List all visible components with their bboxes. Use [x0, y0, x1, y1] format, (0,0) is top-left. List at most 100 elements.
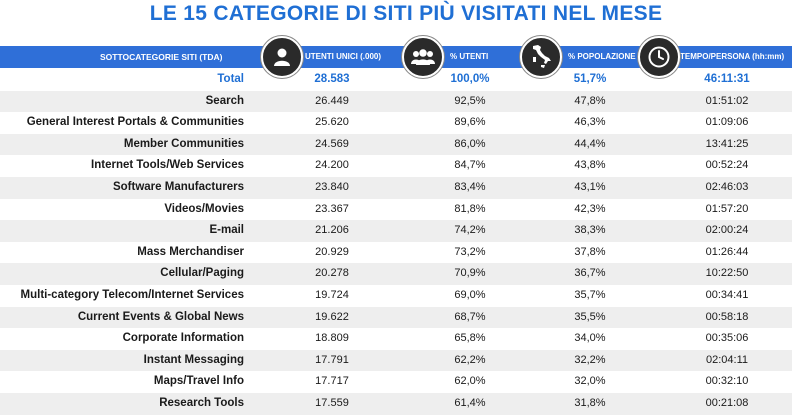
table-row: General Interest Portals & Communities 25…	[0, 112, 792, 134]
table-row: Current Events & Global News 19.622 68,7% 3…	[0, 306, 792, 329]
row-time-per-person: 00:58:18	[705, 310, 749, 323]
header-percent-users: % UTENTI	[450, 52, 489, 61]
table-row: Internet Tools/Web Services 24.200 84,7% 43…	[0, 155, 792, 177]
row-unique-users: 17.559	[315, 396, 349, 409]
row-name: Instant Messaging	[143, 353, 244, 366]
row-name: Current Events & Global News	[77, 310, 244, 323]
row-unique-users: 21.206	[315, 224, 349, 237]
row-name: Corporate Information	[122, 332, 244, 345]
row-unique-users: 17.717	[315, 375, 349, 388]
row-unique-users: 24.569	[315, 137, 349, 150]
row-percent-users: 86,0%	[454, 137, 486, 150]
row-percent-population: 51,7%	[573, 73, 607, 85]
row-unique-users: 26.449	[315, 94, 349, 107]
row-time-per-person: 00:52:24	[705, 159, 749, 172]
row-percent-population: 43,1%	[574, 180, 606, 193]
row-percent-population: 46,3%	[574, 116, 606, 129]
header-time-per-person: TEMPO/PERSONA (hh:mm)	[680, 52, 785, 61]
row-percent-users: 84,7%	[454, 159, 486, 172]
row-percent-population: 47,8%	[574, 94, 606, 107]
header-category: SOTTOCATEGORIE SITI (TDA)	[100, 52, 223, 62]
row-unique-users: 28.583	[314, 73, 350, 85]
table-row: Software Manufacturers 23.840 83,4% 43,1% 02…	[0, 176, 792, 199]
row-percent-users: 73,2%	[454, 245, 486, 258]
row-percent-population: 35,7%	[574, 288, 606, 301]
row-percent-population: 44,4%	[574, 137, 606, 150]
row-name: Multi-category Telecom/Internet Services	[20, 288, 244, 301]
table-row: Mass Merchandiser 20.929 73,2% 37,8% 01:26:4…	[0, 242, 792, 264]
table-row: Instant Messaging 17.791 62,2% 32,2% 02:04:1…	[0, 349, 792, 372]
row-time-per-person: 01:26:44	[705, 245, 749, 258]
row-name: Member Communities	[123, 137, 244, 150]
row-name: Research Tools	[159, 396, 244, 409]
row-unique-users: 23.840	[315, 180, 349, 193]
row-percent-users: 81,8%	[454, 202, 486, 215]
row-time-per-person: 02:00:24	[705, 224, 749, 237]
row-time-per-person: 00:34:41	[705, 288, 749, 301]
row-percent-population: 37,8%	[574, 245, 606, 258]
row-name: Cellular/Paging	[160, 267, 244, 280]
row-unique-users: 24.200	[315, 159, 349, 172]
row-percent-population: 35,5%	[574, 310, 606, 323]
table-row: Multi-category Telecom/Internet Services…	[0, 285, 792, 307]
row-percent-users: 62,2%	[454, 353, 486, 366]
row-percent-users: 100,0%	[450, 73, 490, 85]
header-unique-users: UTENTI UNICI (.000)	[305, 52, 382, 61]
row-percent-population: 42,3%	[574, 202, 606, 215]
row-time-per-person: 01:51:02	[705, 94, 749, 107]
table-row: E-mail 21.206 74,2% 38,3% 02:00:24	[0, 220, 792, 242]
row-percent-population: 32,2%	[574, 353, 606, 366]
row-name: Videos/Movies	[164, 202, 244, 215]
table-row: Corporate Information 18.809 65,8% 34,0% 00:…	[0, 328, 792, 350]
row-unique-users: 19.622	[315, 310, 349, 323]
row-unique-users: 18.809	[315, 332, 349, 345]
row-percent-population: 38,3%	[574, 224, 606, 237]
group-icon	[402, 36, 444, 78]
row-name: Internet Tools/Web Services	[91, 159, 244, 172]
row-name: E-mail	[209, 224, 244, 237]
table-row: Maps/Travel Info 17.717 62,0% 32,0% 00:32:10	[0, 371, 792, 393]
italy-map-icon	[520, 36, 562, 78]
table-row: Search 26.449 92,5% 47,8% 01:51:02	[0, 90, 792, 113]
row-percent-population: 36,7%	[574, 267, 606, 280]
row-name: Total	[217, 73, 244, 85]
row-name: General Interest Portals & Communities	[26, 116, 244, 129]
row-time-per-person: 00:35:06	[705, 332, 749, 345]
row-time-per-person: 46:11:31	[704, 73, 750, 85]
row-time-per-person: 10:22:50	[705, 267, 749, 280]
row-time-per-person: 02:04:11	[705, 353, 748, 366]
row-percent-users: 68,7%	[454, 310, 486, 323]
row-percent-users: 89,6%	[454, 116, 486, 129]
table-row: Member Communities 24.569 86,0% 44,4% 13:41:…	[0, 133, 792, 156]
table-row: Cellular/Paging 20.278 70,9% 36,7% 10:22:50	[0, 263, 792, 285]
row-unique-users: 19.724	[315, 288, 349, 301]
row-name: Search	[205, 94, 244, 107]
row-percent-population: 31,8%	[574, 396, 606, 409]
table-row: Research Tools 17.559 61,4% 31,8% 00:21:08	[0, 392, 792, 415]
row-name: Maps/Travel Info	[153, 375, 244, 388]
row-time-per-person: 01:57:20	[705, 202, 749, 215]
row-unique-users: 17.791	[315, 353, 349, 366]
page-title: LE 15 CATEGORIE DI SITI PIÙ VISITATI NEL…	[149, 2, 663, 25]
row-time-per-person: 00:32:10	[705, 375, 749, 388]
row-percent-users: 62,0%	[454, 375, 486, 388]
row-unique-users: 25.620	[315, 116, 349, 129]
row-percent-users: 92,5%	[454, 94, 486, 107]
row-percent-users: 70,9%	[454, 267, 486, 280]
row-percent-users: 74,2%	[454, 224, 486, 237]
clock-icon	[638, 36, 680, 78]
row-name: Mass Merchandiser	[137, 245, 244, 258]
row-percent-population: 43,8%	[574, 159, 606, 172]
row-percent-users: 65,8%	[454, 332, 486, 345]
row-time-per-person: 01:09:06	[705, 116, 749, 129]
table-row: Videos/Movies 23.367 81,8% 42,3% 01:57:20	[0, 199, 792, 221]
row-percent-population: 34,0%	[574, 332, 606, 345]
table-header: SOTTOCATEGORIE SITI (TDA) UTENTI UNICI (…	[0, 36, 792, 78]
table-row-total: Total 28.583 100,0% 51,7% 46:11:31	[0, 69, 792, 91]
row-unique-users: 20.929	[315, 245, 349, 258]
row-percent-users: 69,0%	[454, 288, 486, 301]
user-icon	[261, 36, 303, 78]
row-time-per-person: 00:21:08	[705, 396, 749, 409]
row-percent-users: 83,4%	[454, 180, 486, 193]
row-unique-users: 23.367	[315, 202, 349, 215]
